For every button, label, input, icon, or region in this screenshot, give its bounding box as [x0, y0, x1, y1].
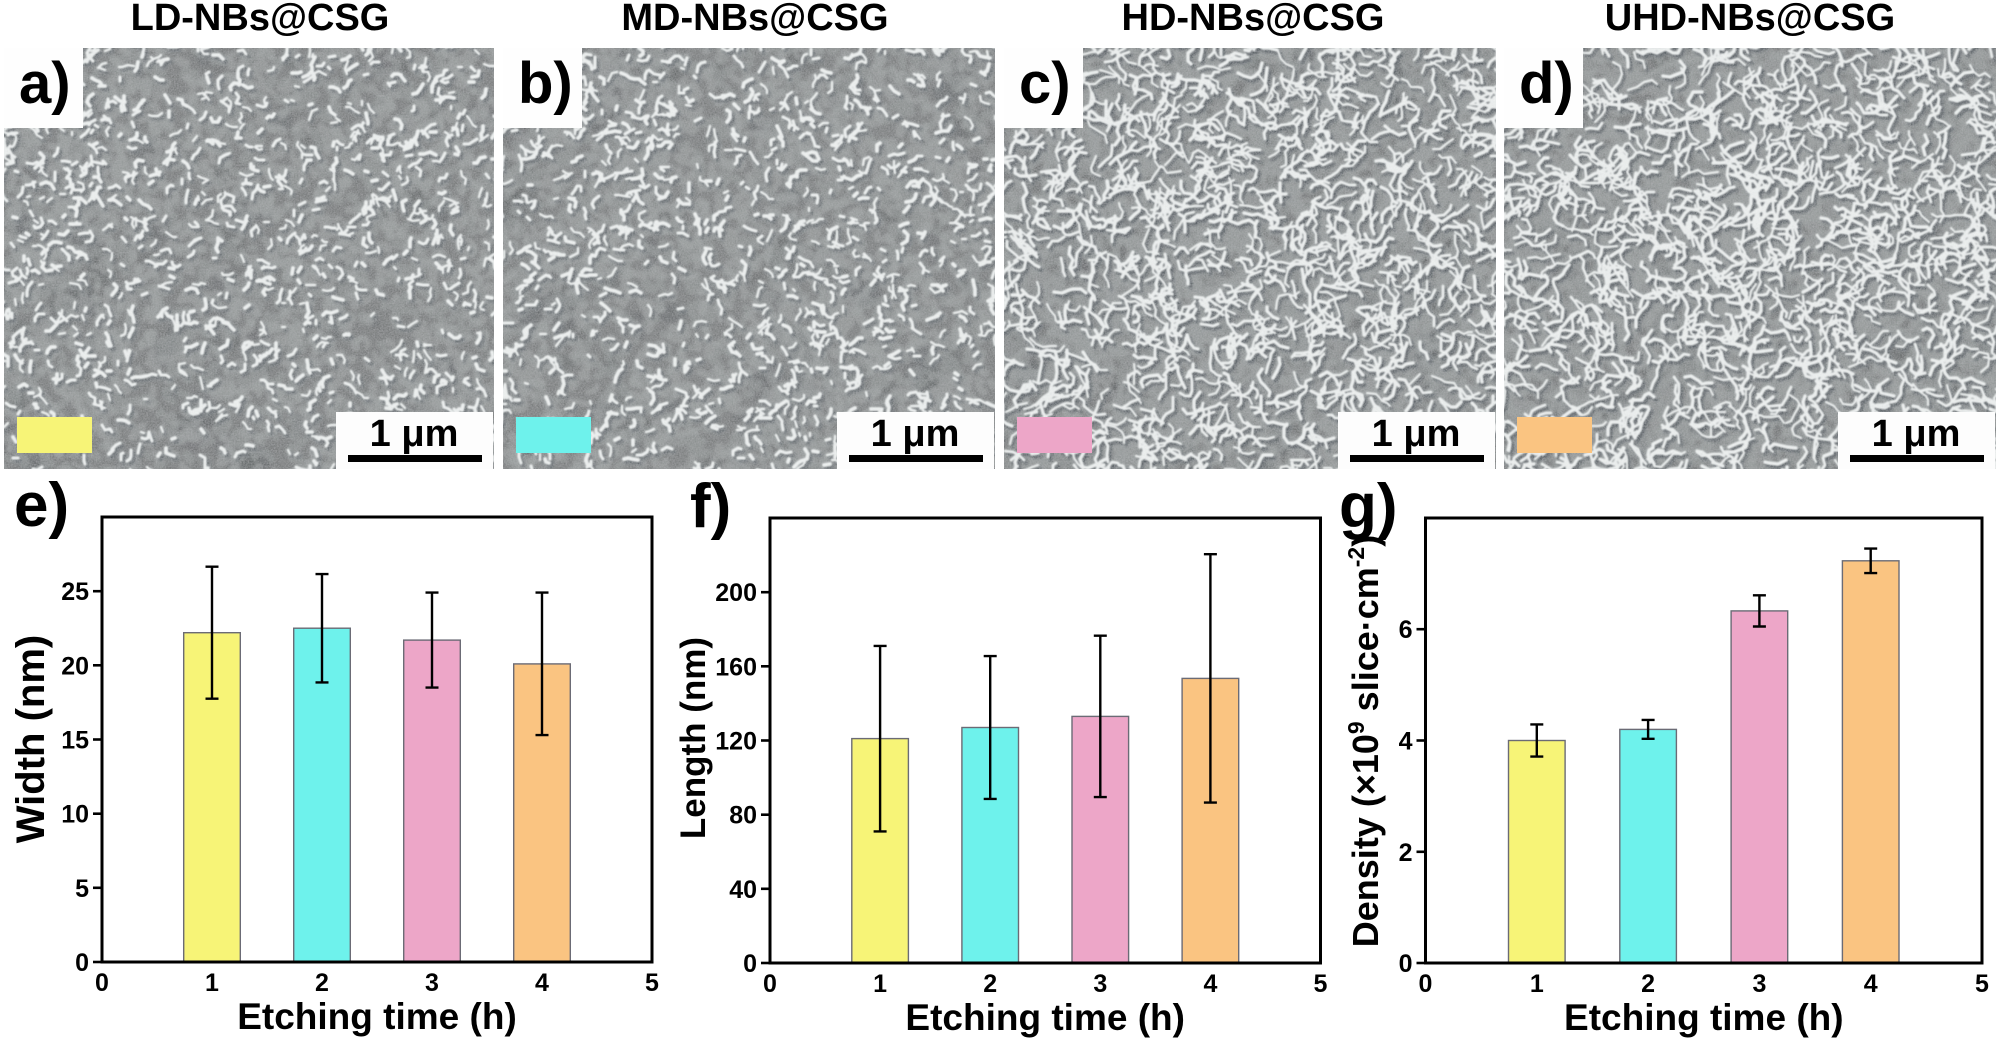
svg-text:15: 15 [61, 727, 89, 755]
svg-text:e): e) [14, 471, 69, 540]
svg-text:4: 4 [1203, 970, 1217, 998]
svg-text:d): d) [1519, 51, 1574, 116]
svg-text:0: 0 [95, 969, 109, 997]
svg-text:6: 6 [1399, 616, 1413, 644]
svg-text:Width (nm): Width (nm) [9, 635, 53, 843]
svg-text:1 μm: 1 μm [1872, 413, 1961, 455]
svg-text:2: 2 [983, 970, 997, 998]
svg-text:25: 25 [61, 578, 89, 606]
svg-text:0: 0 [75, 949, 89, 977]
svg-text:5: 5 [75, 875, 89, 903]
svg-text:40: 40 [729, 876, 757, 904]
svg-text:1: 1 [1530, 970, 1544, 998]
svg-text:160: 160 [715, 653, 757, 681]
svg-text:g): g) [1339, 472, 1398, 541]
svg-text:4: 4 [1864, 970, 1878, 998]
svg-text:1 μm: 1 μm [1372, 413, 1461, 455]
svg-text:20: 20 [61, 652, 89, 680]
svg-text:Density (×109 slice·cm-2): Density (×109 slice·cm-2) [1343, 535, 1386, 947]
svg-text:a): a) [19, 51, 71, 116]
svg-text:1: 1 [873, 970, 887, 998]
svg-text:0: 0 [743, 950, 757, 978]
svg-text:1: 1 [205, 969, 219, 997]
svg-text:Etching time (h): Etching time (h) [237, 996, 517, 1037]
svg-text:Etching time (h): Etching time (h) [1564, 997, 1844, 1038]
svg-text:b): b) [518, 51, 573, 116]
svg-text:Etching time (h): Etching time (h) [905, 997, 1185, 1038]
svg-text:120: 120 [715, 728, 757, 756]
svg-text:Length (nm): Length (nm) [674, 637, 713, 839]
svg-text:5: 5 [645, 969, 659, 997]
svg-text:4: 4 [535, 969, 549, 997]
svg-text:3: 3 [1093, 970, 1107, 998]
svg-text:80: 80 [729, 802, 757, 830]
svg-text:5: 5 [1314, 970, 1328, 998]
svg-text:2: 2 [315, 969, 329, 997]
svg-text:0: 0 [1399, 950, 1413, 978]
svg-text:0: 0 [763, 970, 777, 998]
svg-text:c): c) [1019, 51, 1071, 116]
svg-text:f): f) [690, 472, 731, 541]
svg-text:4: 4 [1399, 728, 1413, 756]
svg-text:2: 2 [1641, 970, 1655, 998]
svg-text:200: 200 [715, 579, 757, 607]
svg-text:0: 0 [1419, 970, 1433, 998]
svg-text:3: 3 [425, 969, 439, 997]
svg-text:3: 3 [1752, 970, 1766, 998]
svg-text:1 μm: 1 μm [871, 413, 960, 455]
svg-text:5: 5 [1975, 970, 1989, 998]
svg-text:2: 2 [1399, 839, 1413, 867]
svg-text:1 μm: 1 μm [370, 413, 459, 455]
svg-text:10: 10 [61, 801, 89, 829]
